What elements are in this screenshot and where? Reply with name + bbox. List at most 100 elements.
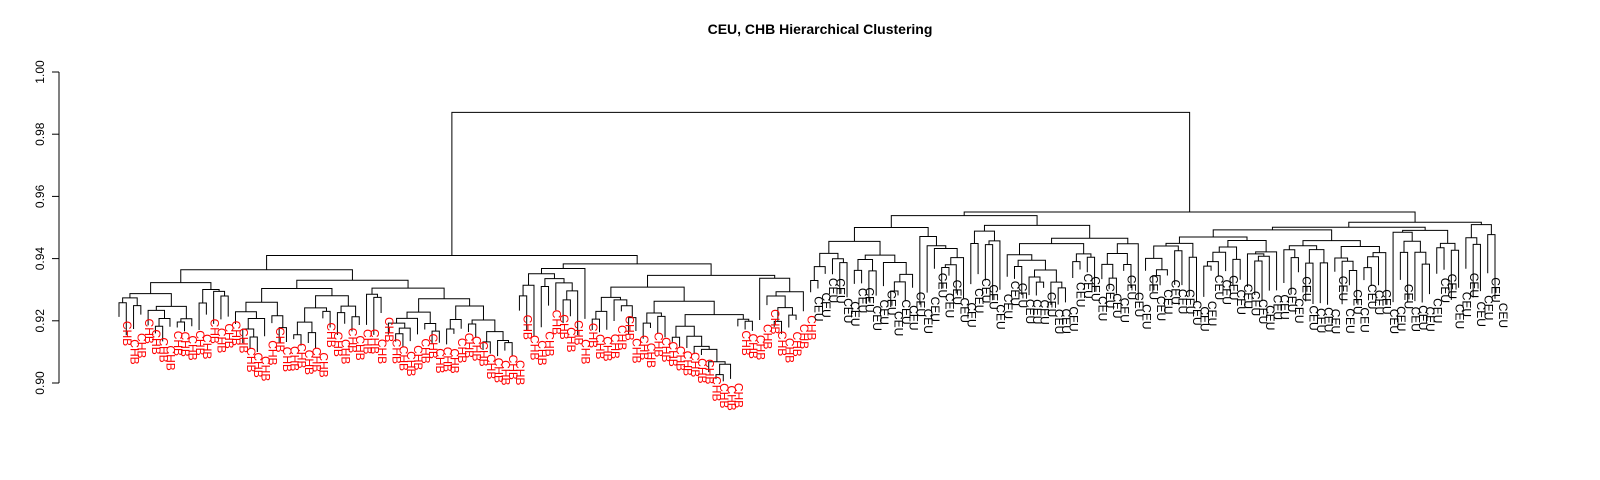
- y-tick-label: 0.98: [33, 122, 47, 146]
- dendrogram-branch: [1165, 242, 1194, 258]
- y-tick-label: 1.00: [33, 60, 47, 84]
- dendrogram-branch: [518, 295, 528, 332]
- leaf-label: CEU: [1423, 307, 1437, 332]
- leaf-label: CEU: [841, 298, 855, 323]
- leaf-label: CHB: [382, 317, 396, 342]
- leaf-label: CEU: [950, 280, 964, 305]
- dendrogram-branch: [1271, 226, 1426, 231]
- leaf-label: CEU: [1161, 289, 1175, 314]
- leaf-label: CEU: [870, 306, 884, 331]
- leaf-label: CHB: [724, 385, 738, 410]
- leaf-label: CHB: [331, 331, 345, 356]
- leaf-label: CHB: [491, 358, 505, 383]
- dendrogram-branch: [671, 336, 681, 347]
- dendrogram-branch: [304, 307, 327, 323]
- dendrogram-branch: [198, 302, 207, 331]
- leaf-label: CEU: [979, 278, 993, 303]
- leaf-label: CHB: [440, 347, 454, 372]
- leaf-label: CHB: [688, 352, 702, 377]
- dendrogram-branch: [950, 257, 965, 299]
- dendrogram-branch: [220, 295, 229, 320]
- dendrogram-branch: [486, 331, 504, 342]
- leaf-label: CHB: [433, 348, 447, 373]
- leaf-label: CEU: [1358, 307, 1372, 332]
- dendrogram-branch: [1086, 256, 1096, 293]
- dendrogram-branch: [1232, 258, 1241, 286]
- leaf-label: CHB: [775, 331, 789, 356]
- dendrogram-branch: [1019, 243, 1085, 255]
- dendrogram-branch: [970, 243, 979, 285]
- leaf-label: CEU: [826, 278, 840, 303]
- leaf-label: CEU: [848, 301, 862, 326]
- leaf-label: CEU: [819, 293, 833, 318]
- leaf-label: CHB: [732, 383, 746, 408]
- leaf-label: CEU: [1438, 278, 1452, 303]
- leaf-label: CHB: [156, 337, 170, 362]
- leaf-label: CHB: [615, 325, 629, 350]
- leaf-label: CHB: [564, 327, 578, 352]
- dendrogram-branch: [1414, 251, 1427, 302]
- leaf-label: CEU: [1183, 289, 1197, 314]
- dendrogram-branch: [418, 298, 471, 313]
- leaf-label: CHB: [542, 331, 556, 356]
- leaf-label: CHB: [164, 345, 178, 370]
- dendrogram-branch: [775, 291, 804, 312]
- dendrogram-branch: [1145, 257, 1163, 271]
- dendrogram-branch: [180, 318, 193, 327]
- dendrogram-branch: [1399, 251, 1409, 303]
- dendrogram-root-branch: [451, 111, 1191, 256]
- dendrogram-branch: [933, 248, 958, 269]
- leaf-label: CEU: [1227, 275, 1241, 300]
- leaf-label: CHB: [651, 332, 665, 357]
- dendrogram-branch: [941, 266, 950, 289]
- leaf-label: CHB: [622, 315, 636, 340]
- dendrogram-branch: [1035, 281, 1045, 296]
- dendrogram-branch: [983, 224, 1091, 239]
- leaf-label: CEU: [1176, 289, 1190, 314]
- leaf-label: CHB: [513, 360, 527, 385]
- dendrogram-branch: [293, 334, 302, 346]
- dendrogram-branch: [118, 302, 127, 336]
- leaf-label: CEU: [1103, 283, 1117, 308]
- leaf-label: CHB: [324, 322, 338, 347]
- dendrogram-branch: [744, 320, 753, 331]
- leaf-label: CEU: [892, 311, 906, 336]
- dendrogram-branch: [340, 305, 357, 317]
- dendrogram-branch: [963, 211, 1416, 223]
- leaf-label: CEU: [1117, 298, 1131, 323]
- dendrogram-branch: [1174, 250, 1183, 286]
- dendrogram-branch: [1075, 253, 1092, 262]
- y-tick-label: 0.90: [33, 371, 47, 395]
- dendrogram-branch: [828, 240, 881, 256]
- dendrogram-branch: [857, 259, 874, 271]
- leaf-label: CEU: [1321, 307, 1335, 332]
- leaf-label: CEU: [1387, 309, 1401, 334]
- y-tick-label: 0.92: [33, 309, 47, 333]
- dendrogram-branch: [1108, 277, 1117, 294]
- leaf-label: CHB: [659, 337, 673, 362]
- dendrogram-branch: [646, 312, 662, 324]
- leaf-label: CHB: [783, 338, 797, 363]
- leaf-label: CEU: [1496, 303, 1510, 328]
- leaf-label: CHB: [411, 345, 425, 370]
- dendrogram-branch: [1034, 269, 1057, 283]
- y-tick-label: 0.96: [33, 184, 47, 208]
- leaf-label: CEU: [1452, 304, 1466, 329]
- dendrogram-branch: [647, 274, 776, 288]
- leaf-label: CEU: [1234, 290, 1248, 315]
- leaf-label: CHB: [528, 335, 542, 360]
- leaf-label: CHB: [346, 328, 360, 353]
- leaf-label: CHB: [200, 334, 214, 359]
- leaf-label: CHB: [608, 334, 622, 359]
- leaf-label: CEU: [957, 298, 971, 323]
- dendrogram-branch: [406, 311, 431, 324]
- leaf-label: CEU: [1154, 296, 1168, 321]
- dendrogram-branch: [245, 301, 278, 316]
- leaf-label: CEU: [1074, 282, 1088, 307]
- dendrogram-branch: [1302, 240, 1361, 247]
- dendrogram-branch: [180, 269, 353, 283]
- dendrogram-branch: [591, 318, 601, 333]
- leaf-label: CHB: [186, 335, 200, 360]
- leaf-label: CEU: [1219, 280, 1233, 305]
- dendrogram-branch: [1487, 234, 1496, 299]
